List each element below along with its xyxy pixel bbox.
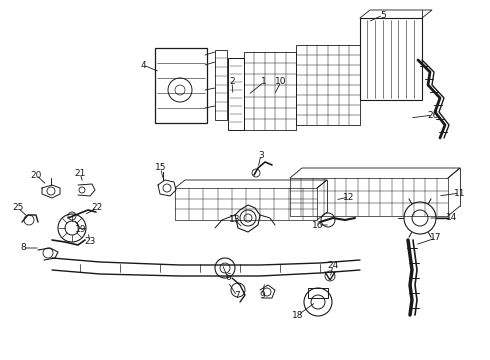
Text: 20: 20 — [30, 171, 42, 180]
Bar — [360, 18, 422, 100]
Text: 26: 26 — [427, 111, 439, 120]
Text: 16: 16 — [312, 220, 324, 230]
Bar — [296, 45, 360, 125]
Text: 15: 15 — [155, 163, 167, 172]
Bar — [175, 188, 317, 220]
Text: 4: 4 — [140, 60, 146, 69]
Text: 11: 11 — [454, 189, 466, 198]
Text: 8: 8 — [20, 243, 26, 252]
Bar — [228, 58, 244, 130]
Text: 23: 23 — [84, 238, 96, 247]
Text: 14: 14 — [446, 213, 458, 222]
Text: 12: 12 — [343, 193, 355, 202]
Bar — [244, 52, 296, 130]
Text: 13: 13 — [229, 216, 241, 225]
Text: 6: 6 — [225, 274, 231, 283]
Bar — [290, 178, 448, 216]
Text: 7: 7 — [234, 292, 240, 301]
Text: 19: 19 — [75, 225, 87, 234]
Text: 22: 22 — [91, 203, 102, 212]
Bar — [215, 50, 227, 120]
Text: 3: 3 — [258, 150, 264, 159]
Text: 9: 9 — [259, 291, 265, 300]
Text: 5: 5 — [380, 10, 386, 19]
Text: 25: 25 — [12, 203, 24, 212]
Bar — [155, 48, 207, 123]
Text: 10: 10 — [275, 77, 287, 86]
Text: 17: 17 — [430, 234, 442, 243]
Text: 18: 18 — [292, 310, 304, 320]
Bar — [308, 288, 328, 298]
Text: 24: 24 — [327, 261, 339, 270]
Text: 1: 1 — [261, 77, 267, 86]
Text: 2: 2 — [229, 77, 235, 86]
Text: 21: 21 — [74, 168, 86, 177]
